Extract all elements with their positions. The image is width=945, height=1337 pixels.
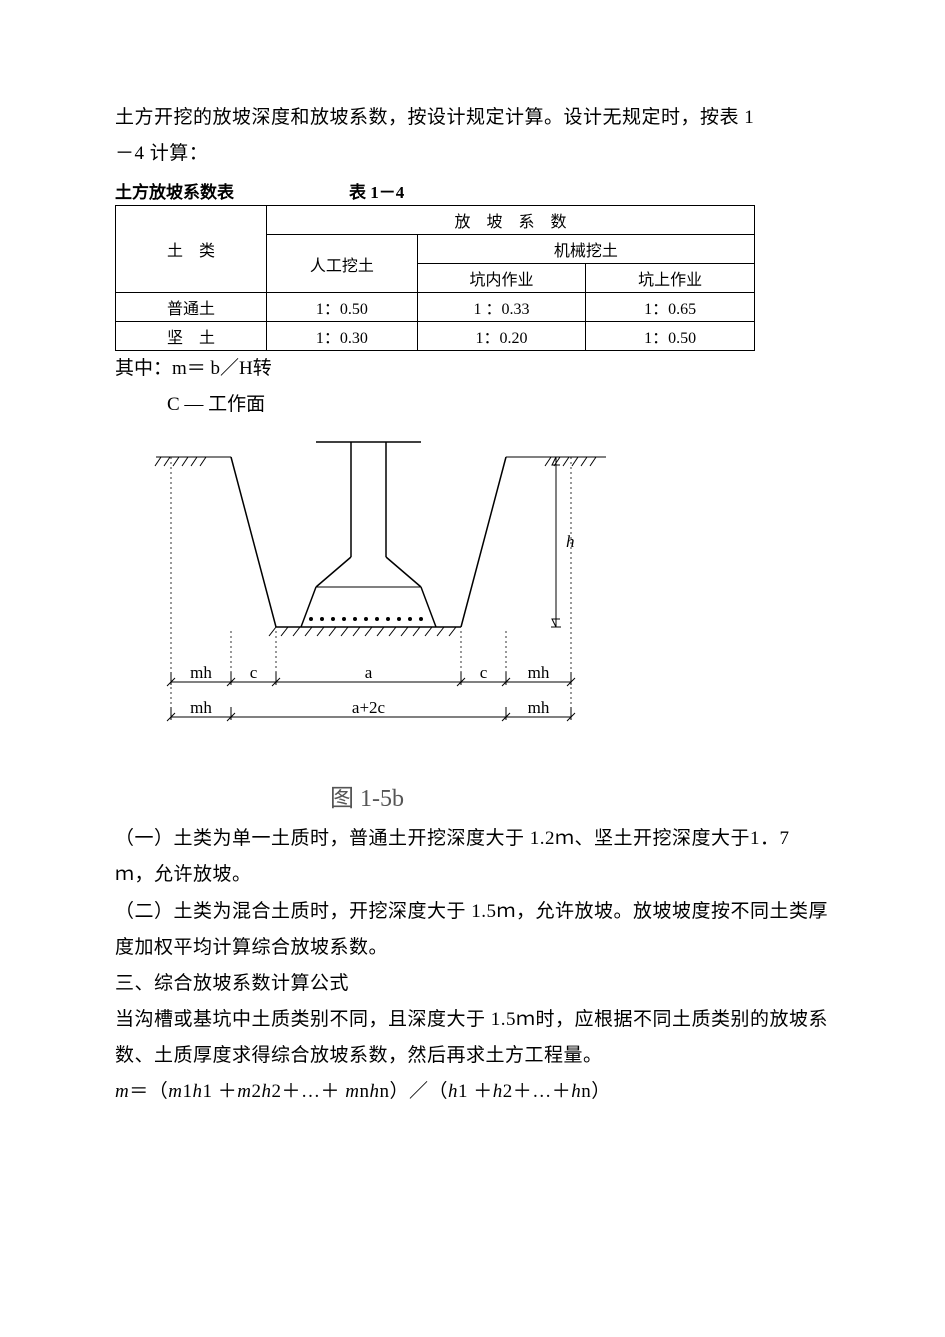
table-title-right: 表 1－4 <box>349 178 404 203</box>
table-title-left: 土方放坡系数表 <box>115 178 234 203</box>
formula-line: m＝（m1h1 ＋m2h2＋…＋ mnhn）／（h1 ＋h2＋…＋hn） <box>115 1074 830 1110</box>
col-header-machine: 机械挖土 <box>417 235 754 264</box>
table-row: 坚 土 1：0.30 1：0.20 1：0.50 <box>116 322 755 351</box>
intro-paragraph: 土方开挖的放坡深度和放坡系数，按设计规定计算。设计无规定时，按表 1 －4 计算… <box>115 100 830 172</box>
paragraph-one: （一）土类为单一土质时，普通土开挖深度大于 1.2ｍ、坚土开挖深度大于1．7 ｍ… <box>115 821 830 893</box>
table-row: 普通土 1：0.50 1 ：0.33 1：0.65 <box>116 293 755 322</box>
cell-soil: 坚 土 <box>116 322 267 351</box>
svg-text:a+2c: a+2c <box>352 698 386 717</box>
figure-caption: 图 1-5b <box>137 778 597 813</box>
svg-text:h: h <box>566 532 575 551</box>
slope-coef-table: 土 类 放 坡 系 数 人工挖土 机械挖土 坑内作业 坑上作业 普通土 1：0.… <box>115 205 755 351</box>
svg-text:a: a <box>365 663 373 682</box>
heading-three: 三、综合放坡系数计算公式 <box>115 966 830 1002</box>
intro-line-1: 土方开挖的放坡深度和放坡系数，按设计规定计算。设计无规定时，按表 1 <box>115 107 754 128</box>
cell-soil: 普通土 <box>116 293 267 322</box>
col-header-manual: 人工挖土 <box>267 235 418 293</box>
cell-manual: 1：0.30 <box>267 322 418 351</box>
svg-text:mh: mh <box>190 663 212 682</box>
col-header-coef: 放 坡 系 数 <box>267 206 755 235</box>
col-header-soil: 土 类 <box>116 206 267 293</box>
diagram-svg: h mh c a c mh mh a+2c mh <box>151 437 611 767</box>
cell-on-pit: 1：0.50 <box>586 322 755 351</box>
svg-text:c: c <box>480 663 488 682</box>
svg-text:c: c <box>250 663 258 682</box>
paragraph-two: （二）土类为混合土质时，开挖深度大于 1.5ｍ，允许放坡。放坡坡度按不同土类厚度… <box>115 894 830 966</box>
cell-manual: 1：0.50 <box>267 293 418 322</box>
cell-in-pit: 1：0.20 <box>417 322 586 351</box>
table-title-row: 土方放坡系数表 表 1－4 <box>115 178 830 203</box>
svg-text:mh: mh <box>528 698 550 717</box>
legend-block: 其中：m＝ b／H转 C — 工作面 <box>115 351 830 423</box>
col-header-on-pit: 坑上作业 <box>586 264 755 293</box>
col-header-in-pit: 坑内作业 <box>417 264 586 293</box>
paragraph-three: 当沟槽或基坑中土质类别不同，且深度大于 1.5ｍ时，应根据不同土质类别的放坡系数… <box>115 1002 830 1074</box>
table-row: 土 类 放 坡 系 数 <box>116 206 755 235</box>
intro-line-2: －4 计算： <box>115 143 208 164</box>
legend-line-2: C — 工作面 <box>115 394 265 415</box>
cell-in-pit: 1 ：0.33 <box>417 293 586 322</box>
svg-text:mh: mh <box>190 698 212 717</box>
svg-text:mh: mh <box>528 663 550 682</box>
excavation-diagram: h mh c a c mh mh a+2c mh <box>151 437 830 772</box>
cell-on-pit: 1：0.65 <box>586 293 755 322</box>
legend-line-1: 其中：m＝ b／H转 <box>115 358 272 379</box>
